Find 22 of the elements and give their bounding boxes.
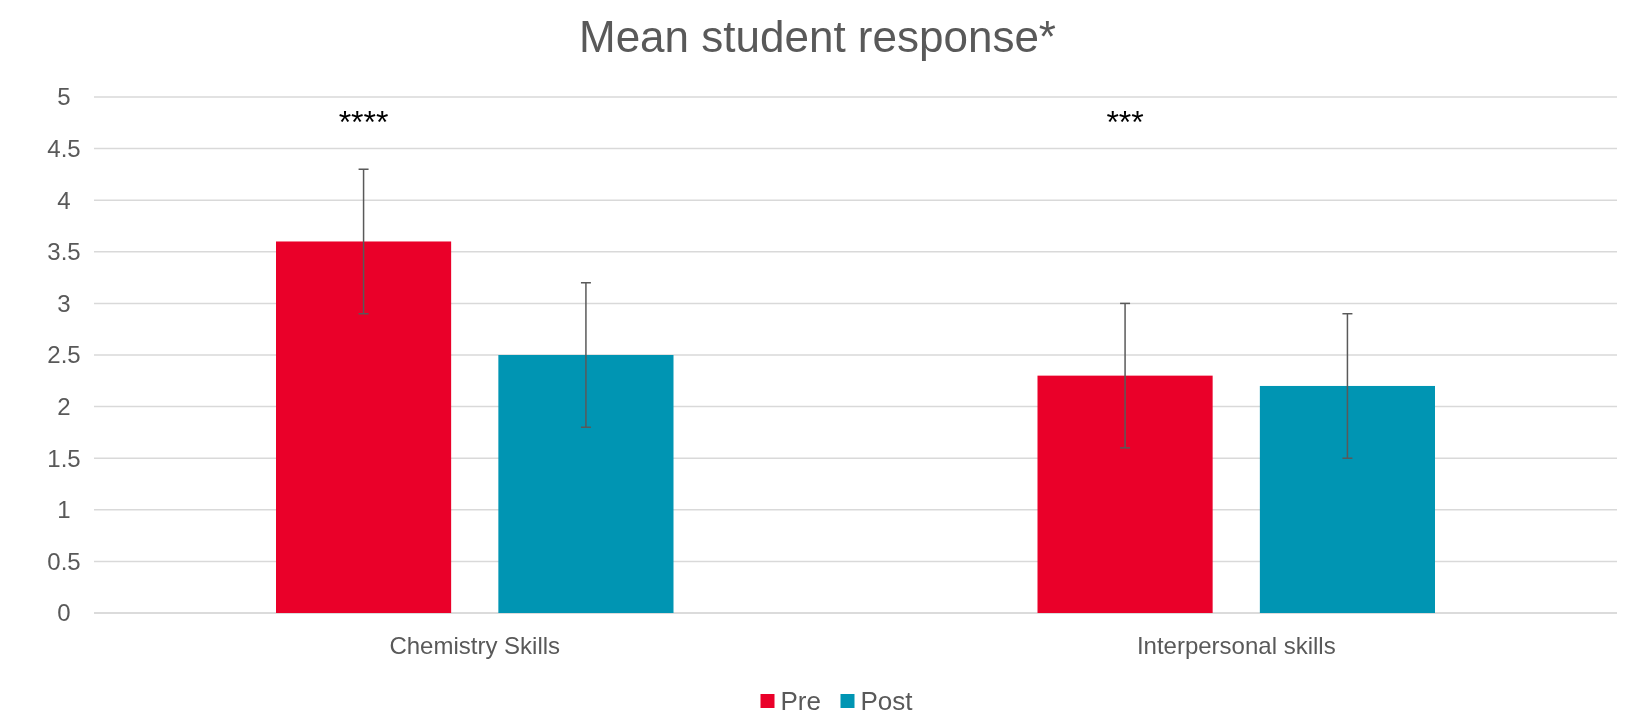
y-tick-label: 5 (57, 83, 71, 111)
annotation: *** (1106, 104, 1144, 140)
bar (1259, 385, 1436, 613)
bar (498, 355, 674, 613)
y-tick-label: 4.5 (47, 135, 81, 162)
bar (1037, 375, 1213, 613)
y-tick-label: 0 (57, 599, 71, 627)
y-tick-label: 1 (57, 496, 71, 524)
y-tick-label: 1.5 (47, 444, 81, 472)
chart-title: Mean student response* (579, 12, 1056, 61)
annotation: **** (338, 104, 389, 140)
bar (276, 241, 452, 613)
y-tick-label: 2.5 (47, 341, 81, 369)
legend-label: Post (860, 686, 914, 716)
y-tick-label: 3.5 (47, 238, 81, 266)
y-tick-label: 3 (57, 289, 71, 317)
y-tick-label: 0.5 (47, 547, 81, 575)
x-tick-label: Chemistry Skills (389, 632, 561, 659)
x-tick-label: Interpersonal skills (1136, 632, 1336, 659)
legend-label: Pre (780, 686, 821, 716)
y-tick-label: 4 (57, 186, 71, 214)
y-tick-label: 2 (57, 393, 71, 420)
